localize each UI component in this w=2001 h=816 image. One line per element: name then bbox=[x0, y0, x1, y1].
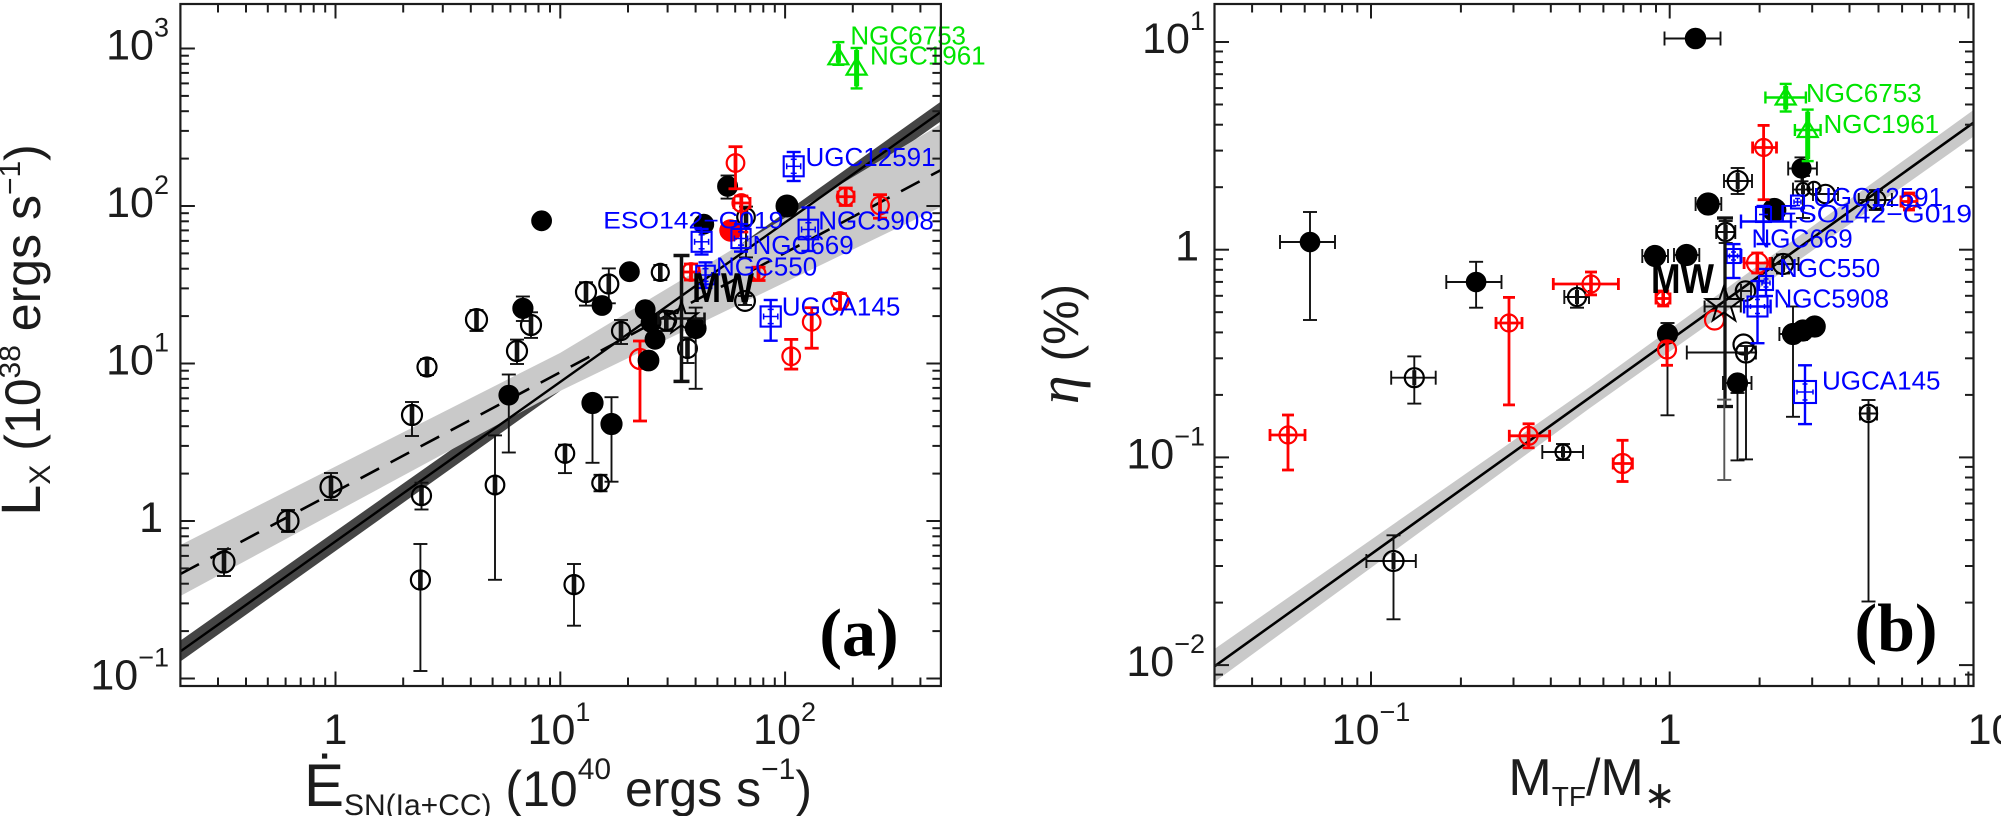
svg-text:MW: MW bbox=[692, 264, 754, 311]
svg-text:101: 101 bbox=[1142, 6, 1205, 63]
svg-text:(b): (b) bbox=[1854, 590, 1937, 666]
svg-text:1: 1 bbox=[324, 706, 348, 754]
svg-text:NGC5908: NGC5908 bbox=[1774, 283, 1890, 313]
svg-text:LX (1038 ergs s−1): LX (1038 ergs s−1) bbox=[0, 144, 57, 516]
svg-text:1: 1 bbox=[139, 494, 163, 542]
svg-text:NGC6753: NGC6753 bbox=[1806, 78, 1922, 108]
svg-text:NGC5908: NGC5908 bbox=[818, 205, 934, 235]
svg-text:102: 102 bbox=[106, 170, 169, 227]
svg-text:10−1: 10−1 bbox=[1126, 422, 1205, 479]
svg-text:UGCA145: UGCA145 bbox=[1822, 365, 1941, 395]
svg-text:ESO142−G019: ESO142−G019 bbox=[603, 208, 783, 235]
svg-text:MW: MW bbox=[1651, 255, 1714, 302]
svg-text:UGC12591: UGC12591 bbox=[1813, 182, 1943, 212]
svg-text:10−2: 10−2 bbox=[1126, 629, 1205, 686]
svg-text:ĖSN(Ia+CC) (1040 ergs s−1): ĖSN(Ia+CC) (1040 ergs s−1) bbox=[304, 752, 812, 816]
svg-text:η (%): η (%) bbox=[1026, 284, 1091, 404]
svg-text:NGC6753: NGC6753 bbox=[850, 20, 966, 50]
svg-text:UGCA145: UGCA145 bbox=[782, 291, 901, 321]
svg-text:10−1: 10−1 bbox=[1332, 697, 1411, 754]
svg-text:NGC669: NGC669 bbox=[1752, 223, 1853, 253]
svg-text:NGC550: NGC550 bbox=[1779, 253, 1880, 283]
svg-text:101: 101 bbox=[528, 697, 591, 754]
svg-text:1: 1 bbox=[1658, 706, 1682, 754]
svg-text:MTF/M∗: MTF/M∗ bbox=[1508, 749, 1675, 816]
svg-text:102: 102 bbox=[753, 697, 816, 754]
svg-text:(a): (a) bbox=[819, 595, 898, 671]
svg-text:101: 101 bbox=[106, 328, 169, 385]
svg-text:NGC550: NGC550 bbox=[716, 251, 817, 281]
svg-text:UGC12591: UGC12591 bbox=[806, 142, 936, 172]
svg-text:NGC669: NGC669 bbox=[753, 230, 854, 260]
svg-text:ESO142−G019: ESO142−G019 bbox=[1779, 201, 1972, 229]
svg-text:10−1: 10−1 bbox=[90, 643, 169, 700]
svg-text:101: 101 bbox=[1968, 697, 2001, 754]
svg-text:NGC1961: NGC1961 bbox=[1824, 109, 1940, 139]
svg-text:1: 1 bbox=[1175, 223, 1199, 271]
svg-text:NGC1961: NGC1961 bbox=[870, 40, 986, 70]
svg-text:103: 103 bbox=[106, 13, 169, 70]
